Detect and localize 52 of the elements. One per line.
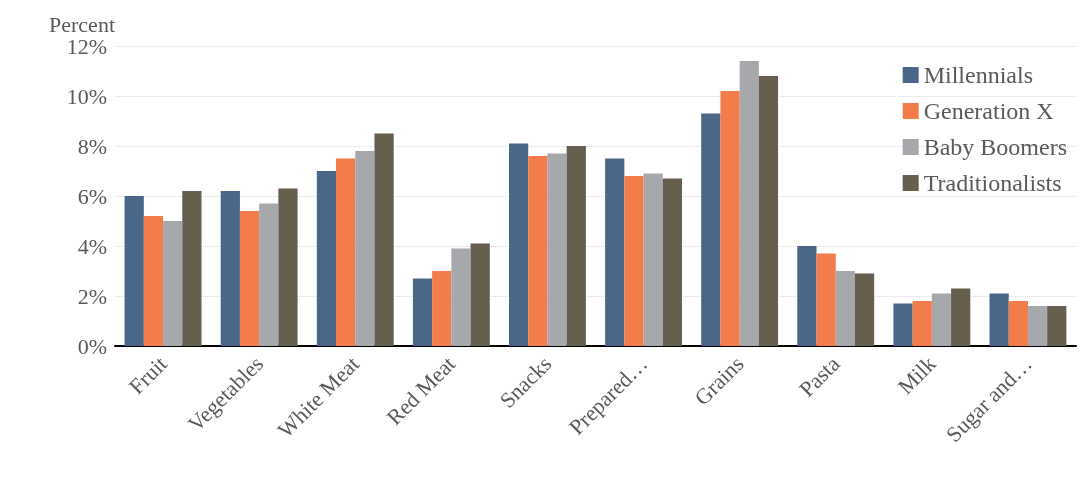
bar bbox=[374, 133, 394, 346]
y-tick-label: 10% bbox=[66, 83, 107, 109]
bar bbox=[1008, 301, 1028, 346]
bar bbox=[566, 146, 586, 346]
bar bbox=[336, 158, 356, 346]
bar bbox=[432, 271, 452, 346]
bar bbox=[854, 273, 875, 346]
bar bbox=[931, 293, 952, 346]
bar bbox=[1027, 306, 1048, 346]
bar bbox=[701, 113, 721, 346]
legend-label: Baby Boomers bbox=[923, 134, 1068, 160]
bar bbox=[758, 76, 779, 346]
bar bbox=[816, 253, 836, 346]
bar bbox=[1047, 306, 1067, 346]
y-tick-label: 4% bbox=[77, 233, 107, 259]
bar bbox=[278, 188, 298, 346]
bar bbox=[797, 246, 817, 346]
bar bbox=[220, 191, 240, 346]
bar bbox=[912, 301, 932, 346]
bar bbox=[739, 61, 759, 346]
bar bbox=[662, 178, 682, 346]
bar bbox=[316, 171, 337, 346]
y-tick-label: 0% bbox=[77, 333, 107, 359]
bar bbox=[451, 248, 471, 346]
bar bbox=[643, 173, 663, 346]
bar bbox=[259, 203, 279, 346]
bar bbox=[355, 151, 375, 346]
bar bbox=[528, 156, 548, 346]
bar bbox=[509, 143, 529, 346]
bar bbox=[951, 288, 971, 346]
bar bbox=[547, 153, 567, 346]
y-tick-label: 2% bbox=[77, 283, 107, 309]
y-tick-label: 8% bbox=[77, 133, 107, 159]
bar bbox=[412, 278, 433, 346]
legend-label: Millennials bbox=[923, 62, 1034, 88]
bar bbox=[143, 216, 164, 346]
y-tick-label: 6% bbox=[77, 183, 107, 209]
bar bbox=[624, 176, 644, 346]
bar bbox=[605, 158, 625, 346]
x-tick-label: Milk bbox=[892, 351, 941, 400]
legend-label: Generation X bbox=[923, 98, 1054, 124]
bar bbox=[182, 191, 202, 346]
bar bbox=[163, 221, 183, 346]
bar bbox=[470, 243, 490, 346]
legend-label: Traditionalists bbox=[923, 170, 1062, 196]
bar bbox=[239, 211, 260, 346]
bar bbox=[124, 196, 144, 346]
bar bbox=[720, 91, 740, 346]
bar bbox=[835, 271, 855, 346]
x-tick-label: Fruit bbox=[123, 351, 172, 400]
bar bbox=[989, 293, 1009, 346]
bar bbox=[893, 303, 913, 346]
